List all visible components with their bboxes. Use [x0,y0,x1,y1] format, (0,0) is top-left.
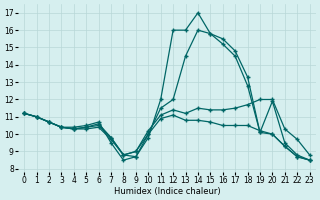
X-axis label: Humidex (Indice chaleur): Humidex (Indice chaleur) [114,187,220,196]
